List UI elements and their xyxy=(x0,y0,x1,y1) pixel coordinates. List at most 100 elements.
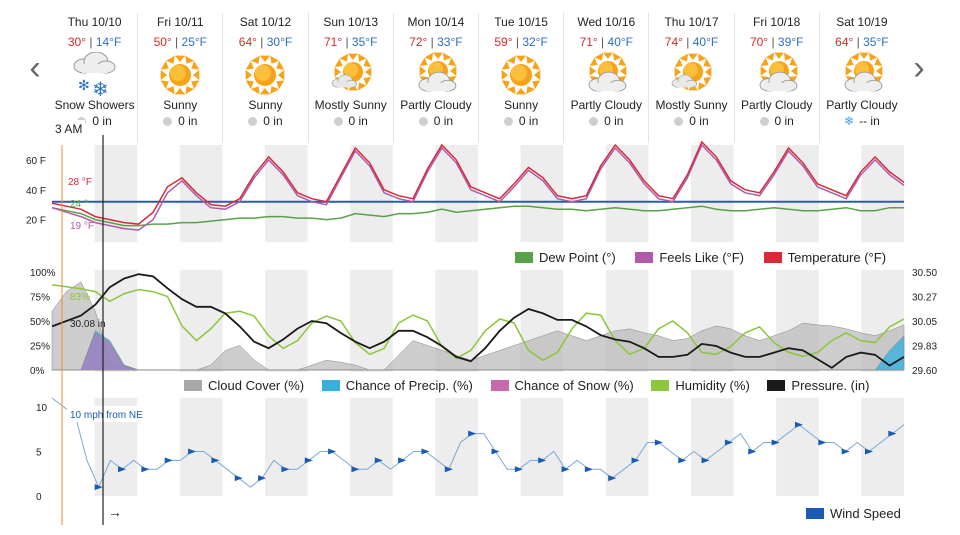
low-temp: 25°F xyxy=(181,35,207,49)
legend-humidity[interactable]: Humidity (%) xyxy=(651,378,750,393)
wind-direction-marker xyxy=(771,439,780,446)
wind-direction-marker xyxy=(421,448,430,455)
legend-pressure[interactable]: Pressure. (in) xyxy=(767,378,869,393)
wind-readout: 10 mph from NE xyxy=(70,410,143,421)
temp-y-tick: 20 F xyxy=(26,216,46,227)
day-temps: 71° | 35°F xyxy=(323,35,378,49)
partly-cloudy-icon xyxy=(581,52,631,98)
day-column[interactable]: Fri 10/11 50° | 25°F Sunny 0 in xyxy=(137,13,222,143)
humidity-y-tick: 50% xyxy=(30,317,50,328)
precip-value: 0 in xyxy=(178,114,198,128)
day-temps: 64° | 30°F xyxy=(238,35,293,49)
night-band xyxy=(691,145,734,242)
pressure-y-tick: 30.05 xyxy=(912,317,937,328)
wind-direction-marker xyxy=(841,448,850,455)
night-band xyxy=(265,270,308,372)
temp-legend: Dew Point (°) Feels Like (°F) Temperatur… xyxy=(515,250,886,265)
wind-direction-marker xyxy=(818,439,827,446)
day-column[interactable]: Thu 10/17 74° | 40°F Mostly Sunny 0 in xyxy=(648,13,733,143)
day-column[interactable]: Sat 10/12 64° | 30°F Sunny 0 in xyxy=(222,13,307,143)
legend-wind-speed[interactable]: Wind Speed xyxy=(806,506,901,521)
raindrop-icon xyxy=(418,117,428,126)
wind-direction-marker xyxy=(468,430,477,437)
daily-forecast-strip: Thu 10/10 30° | 14°F ✻ ❄ Snow Showers 0 i… xyxy=(52,13,904,143)
pressure-y-tick: 30.27 xyxy=(912,293,937,304)
wind-direction-marker xyxy=(304,457,313,464)
precip-amount: ❄ -- in xyxy=(820,114,904,128)
snow-label: Chance of Snow (%) xyxy=(514,378,634,393)
day-column[interactable]: Fri 10/18 70° | 39°F Partly Cloudy 0 in xyxy=(733,13,819,143)
temp-y-tick: 40 F xyxy=(26,186,46,197)
low-temp: 40°F xyxy=(692,35,719,49)
high-temp: 70° xyxy=(749,35,769,49)
wind-y-tick: 5 xyxy=(36,447,42,458)
wind-direction-marker xyxy=(724,439,733,446)
night-band xyxy=(520,398,564,496)
cloud-cover-label: Cloud Cover (%) xyxy=(208,378,305,393)
low-temp: 32°F xyxy=(522,35,548,49)
day-name: Sat 10/12 xyxy=(239,15,292,29)
high-temp: 71° xyxy=(579,35,598,49)
day-column[interactable]: Sat 10/19 64° | 35°F Partly Cloudy ❄ -- i… xyxy=(818,13,904,143)
wind-direction-marker xyxy=(608,475,617,482)
low-temp: 14°F xyxy=(95,35,122,49)
legend-precip[interactable]: Chance of Precip. (%) xyxy=(321,378,473,393)
night-band xyxy=(605,398,649,496)
day-name: Tue 10/15 xyxy=(494,15,548,29)
night-band xyxy=(691,398,734,496)
dew-point-swatch xyxy=(515,252,533,263)
wind-readout-bg xyxy=(67,406,147,422)
day-name: Thu 10/10 xyxy=(67,15,122,29)
day-name: Mon 10/14 xyxy=(407,15,465,29)
day-temps: 64° | 35°F xyxy=(835,35,889,49)
precip-value: 0 in xyxy=(263,114,283,128)
feels-like-swatch xyxy=(635,252,654,263)
humidity-y-tick: 75% xyxy=(30,293,50,304)
prev-arrow-button[interactable]: ‹ xyxy=(29,49,41,87)
day-name: Fri 10/11 xyxy=(157,15,204,29)
legend-snow[interactable]: Chance of Snow (%) xyxy=(490,378,634,393)
wind-direction-marker xyxy=(398,457,407,464)
pressure-y-tick: 29.83 xyxy=(912,342,937,353)
legend-dew-point[interactable]: Dew Point (°) xyxy=(515,250,616,265)
day-column[interactable]: Thu 10/10 30° | 14°F ✻ ❄ Snow Showers 0 i… xyxy=(52,13,137,143)
night-band xyxy=(520,145,564,242)
wind-speed-label: Wind Speed xyxy=(830,506,901,521)
precip-value: 0 in xyxy=(433,114,454,128)
precip-swatch xyxy=(321,380,340,391)
wind-direction-marker xyxy=(234,475,243,482)
low-temp: 33°F xyxy=(437,35,463,49)
day-temps: 30° | 14°F xyxy=(67,35,122,49)
night-band xyxy=(94,145,138,242)
day-temps: 71° | 40°F xyxy=(579,35,633,49)
sun-icon xyxy=(240,52,290,98)
day-column[interactable]: Tue 10/15 59° | 32°F Sunny 0 in xyxy=(478,13,563,143)
precip-value: 0 in xyxy=(689,114,709,128)
day-name: Sat 10/19 xyxy=(836,15,888,29)
legend-temperature[interactable]: Temperature (°F) xyxy=(763,250,886,265)
humidity-y-tick: 0% xyxy=(30,366,45,377)
low-temp: 39°F xyxy=(777,35,804,49)
condition-label: Partly Cloudy xyxy=(741,98,813,112)
next-arrow-button[interactable]: › xyxy=(913,49,925,87)
night-band xyxy=(265,398,308,496)
cloud-cover-area xyxy=(51,281,905,371)
day-column[interactable]: Wed 10/16 71° | 40°F Partly Cloudy 0 in xyxy=(563,13,648,143)
wind-speed-line xyxy=(51,397,905,489)
night-band xyxy=(435,145,478,242)
legend-cloud-cover[interactable]: Cloud Cover (%) xyxy=(184,378,304,393)
day-column[interactable]: Sun 10/13 71° | 35°F Mostly Sunny 0 in xyxy=(307,13,393,143)
temperature-readout: 28 °F xyxy=(68,177,92,188)
humidity-y-tick: 100% xyxy=(30,268,56,279)
night-band xyxy=(861,270,904,372)
day-column[interactable]: Mon 10/14 72° | 33°F Partly Cloudy 0 in xyxy=(392,13,478,143)
wind-direction-marker xyxy=(888,430,897,437)
partly-cloudy-icon xyxy=(837,52,887,98)
precip-value: 0 in xyxy=(518,114,539,128)
wind-direction-marker xyxy=(561,466,570,473)
cloud-cover-swatch xyxy=(184,380,202,391)
wind-direction-marker xyxy=(258,475,267,482)
pressure-readout: 30.08 in xyxy=(70,319,106,330)
high-temp: 64° xyxy=(238,35,257,49)
legend-feels-like[interactable]: Feels Like (°F) xyxy=(635,250,744,265)
